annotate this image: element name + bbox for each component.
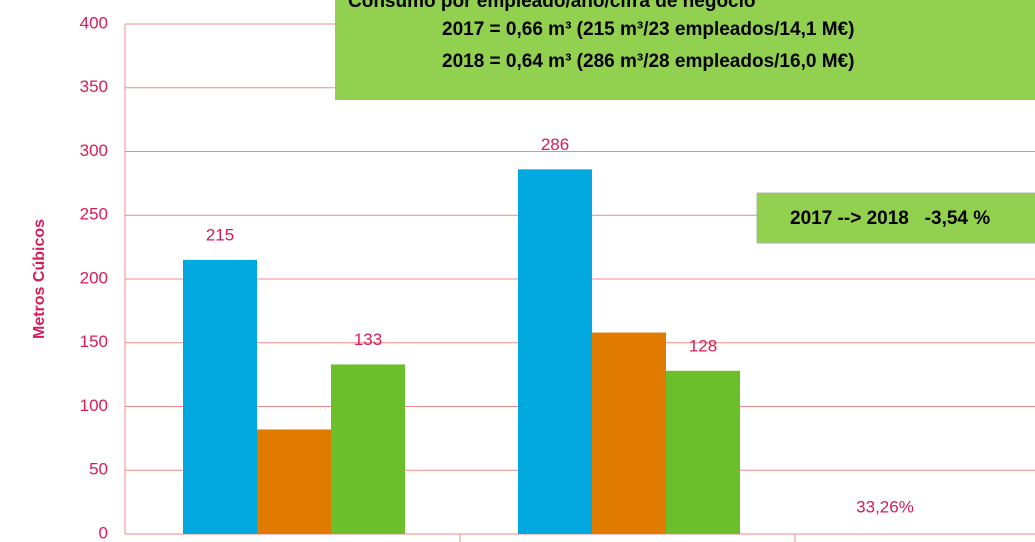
bar [257, 429, 331, 534]
bar [592, 332, 666, 534]
bar [183, 259, 257, 534]
annotation: 33,26% [856, 497, 914, 516]
bar [666, 370, 740, 534]
box-line: Consumo por empleado/año/cifra de negoci… [348, 0, 756, 12]
text-box [335, 0, 1035, 100]
bar [331, 364, 405, 534]
y-tick-label: 400 [80, 13, 108, 32]
text-box [756, 192, 1035, 244]
value-label: 133 [354, 330, 382, 349]
value-label: 128 [689, 336, 717, 355]
y-tick-label: 250 [80, 205, 108, 224]
y-axis-label: Metros Cúbicos [31, 219, 48, 339]
y-tick-label: 150 [80, 332, 108, 351]
y-tick-label: 200 [80, 268, 108, 287]
y-tick-label: 350 [80, 77, 108, 96]
value-label: 286 [541, 135, 569, 154]
box-line: 2018 = 0,64 m³ (286 m³/28 empleados/16,0… [442, 51, 854, 72]
value-label: 215 [206, 225, 234, 244]
y-tick-label: 0 [99, 523, 108, 542]
box-line: 2017 = 0,66 m³ (215 m³/23 empleados/14,1… [442, 19, 854, 40]
y-tick-label: 100 [80, 396, 108, 415]
box-line: 2017 --> 2018 -3,54 % [790, 208, 990, 229]
y-tick-label: 300 [80, 141, 108, 160]
bar [518, 169, 592, 534]
y-tick-label: 50 [89, 460, 108, 479]
